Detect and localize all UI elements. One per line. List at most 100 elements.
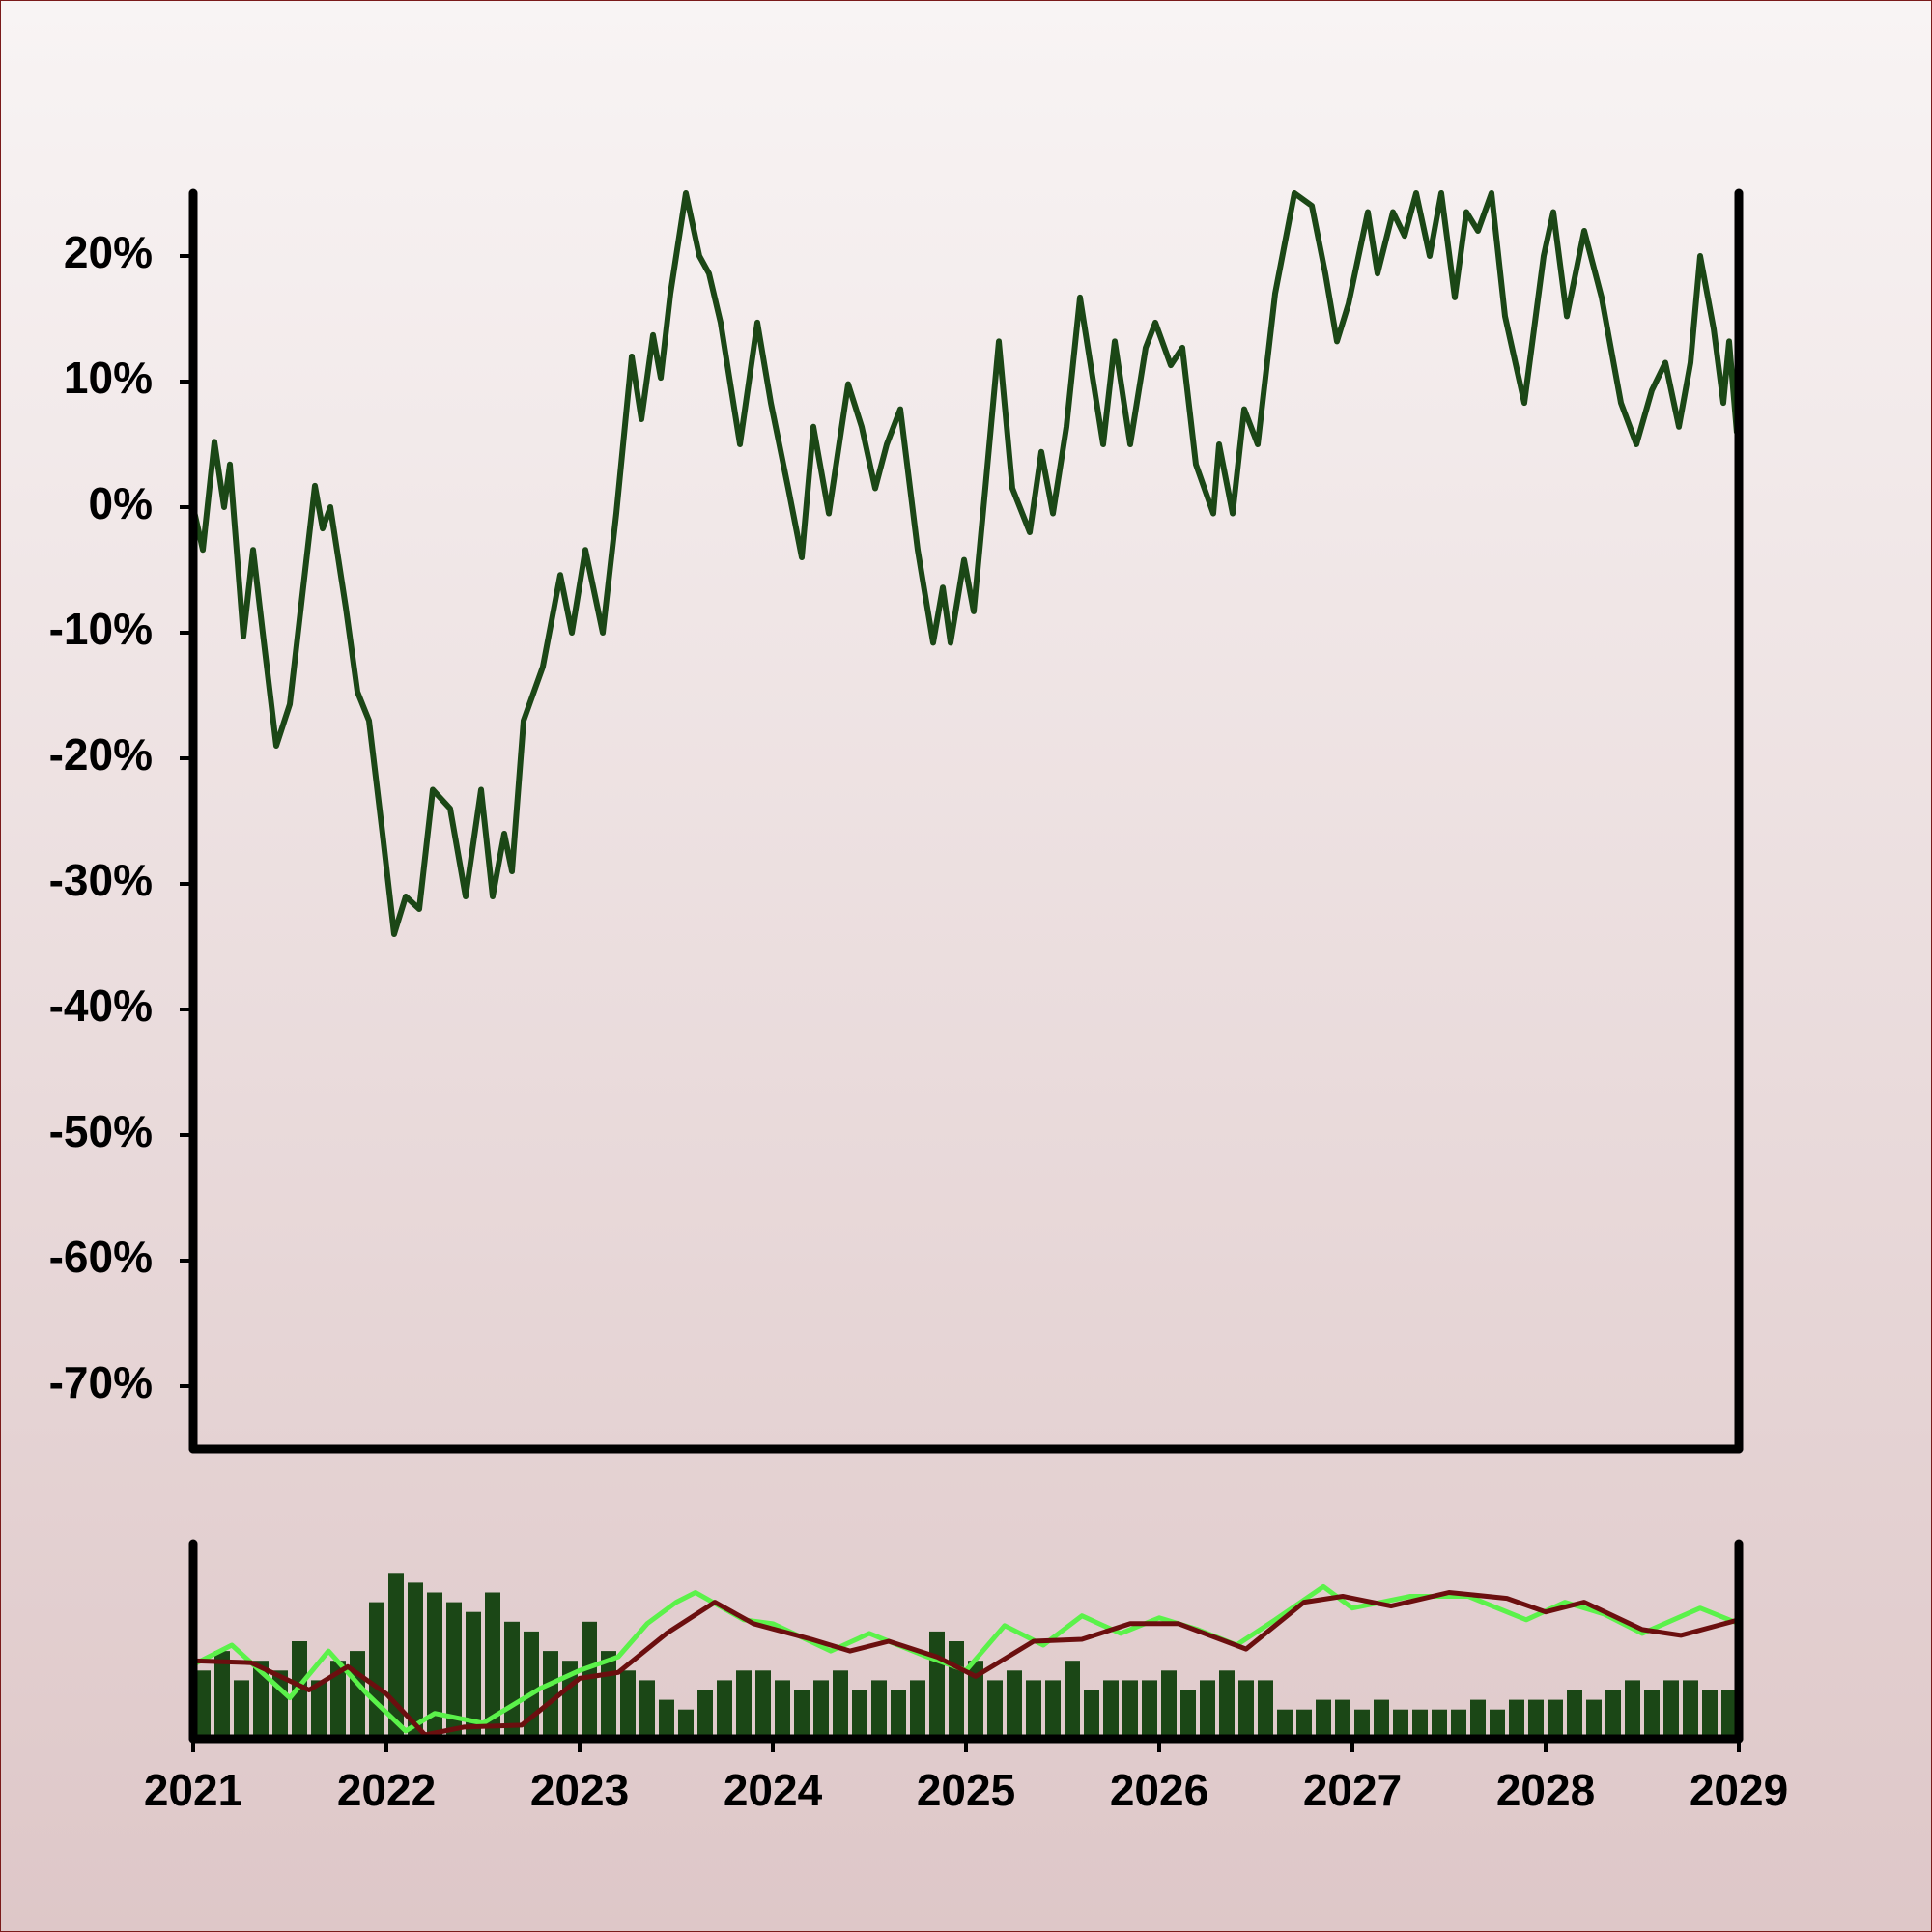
volume-bar	[1528, 1699, 1544, 1739]
volume-bar	[1142, 1680, 1157, 1739]
volume-bar	[717, 1680, 732, 1739]
volume-bar	[427, 1592, 442, 1739]
volume-bar	[1219, 1670, 1235, 1739]
volume-bar	[1026, 1680, 1041, 1739]
volume-bar	[949, 1641, 964, 1739]
volume-bar	[755, 1670, 771, 1739]
volume-bar	[891, 1690, 906, 1739]
x-tick-label: 2028	[1496, 1765, 1595, 1815]
volume-bar	[1316, 1699, 1331, 1739]
y-tick-label: -10%	[49, 604, 153, 654]
volume-bar	[1296, 1709, 1312, 1739]
x-tick-label: 2022	[337, 1765, 436, 1815]
volume-bar	[292, 1641, 307, 1739]
volume-bar	[253, 1661, 269, 1739]
volume-bar	[1007, 1670, 1022, 1739]
volume-bar	[214, 1651, 230, 1739]
volume-bar	[1412, 1709, 1428, 1739]
volume-bar	[1045, 1680, 1061, 1739]
volume-bar	[1277, 1709, 1293, 1739]
volume-bar	[1200, 1680, 1215, 1739]
volume-bar	[1103, 1680, 1119, 1739]
volume-bar	[504, 1621, 520, 1739]
volume-bar	[369, 1602, 384, 1739]
volume-bar	[1180, 1690, 1196, 1739]
volume-bar	[910, 1680, 925, 1739]
volume-bar	[543, 1651, 558, 1739]
y-tick-label: -30%	[49, 855, 153, 905]
volume-bar	[1548, 1699, 1563, 1739]
volume-bar	[987, 1680, 1003, 1739]
price-panel: -70% -60% -50% -40% -30% -20% -10% 0% 10% 20%	[49, 188, 1744, 1454]
volume-bar	[1683, 1680, 1698, 1739]
x-tick-label: 2027	[1303, 1765, 1402, 1815]
volume-bar	[736, 1670, 752, 1739]
x-tick-label: 2026	[1110, 1765, 1208, 1815]
volume-bar	[833, 1670, 848, 1739]
volume-bar	[1509, 1699, 1524, 1739]
volume-bar	[968, 1661, 983, 1739]
volume-bar	[775, 1680, 790, 1739]
y-tick-label: -70%	[49, 1357, 153, 1407]
volume-panel: 2021 2022 2023 2024 2025 2026 2027 2028 2029	[144, 1539, 1788, 1815]
data-line	[192, 1590, 1740, 1738]
volume-bar	[1374, 1699, 1389, 1739]
x-tick-label: 2025	[917, 1765, 1015, 1815]
volume-bar	[794, 1690, 810, 1739]
volume-bar	[1335, 1699, 1350, 1739]
x-tick-label: 2024	[724, 1765, 823, 1815]
y-tick-label: 10%	[64, 353, 153, 403]
y-tick-label: 0%	[89, 478, 153, 528]
volume-bar	[678, 1709, 694, 1739]
volume-bar	[1065, 1661, 1080, 1739]
volume-bar	[1644, 1690, 1660, 1739]
volume-bar	[697, 1690, 713, 1739]
y-tick-label: 20%	[64, 227, 153, 277]
volume-bar	[485, 1592, 500, 1739]
y-tick-label: -20%	[49, 729, 153, 780]
volume-bar	[929, 1631, 945, 1739]
volume-bar	[1490, 1709, 1505, 1739]
volume-bar	[1161, 1670, 1177, 1739]
volume-bar	[446, 1602, 462, 1739]
volume-bar	[466, 1611, 481, 1739]
volume-bar	[234, 1680, 249, 1739]
volume-bar	[1625, 1680, 1640, 1739]
x-tick-label: 2029	[1690, 1765, 1788, 1815]
y-tick-label: -50%	[49, 1106, 153, 1156]
x-tick-label: 2023	[530, 1765, 629, 1815]
y-tick-label: -40%	[49, 980, 153, 1031]
volume-bar	[639, 1680, 655, 1739]
volume-bar	[852, 1690, 867, 1739]
volume-bar	[1393, 1709, 1408, 1739]
volume-bar	[1238, 1680, 1254, 1739]
volume-bar	[1721, 1690, 1737, 1739]
x-tick-label: 2021	[144, 1765, 242, 1815]
volume-bar	[1354, 1709, 1370, 1739]
y-tick-label: -60%	[49, 1232, 153, 1282]
volume-bar	[330, 1661, 346, 1739]
volume-bar	[1258, 1680, 1273, 1739]
volume-bar	[1451, 1709, 1466, 1739]
volume-bar	[408, 1582, 423, 1739]
volume-bar	[1122, 1680, 1138, 1739]
volume-bar	[1586, 1699, 1602, 1739]
volume-bar	[195, 1670, 211, 1739]
volume-bar	[659, 1699, 674, 1739]
volume-bar	[1470, 1699, 1486, 1739]
volume-bar	[813, 1680, 829, 1739]
volume-bar	[1663, 1680, 1679, 1739]
volume-bar	[1702, 1690, 1718, 1739]
volume-bar	[311, 1680, 327, 1739]
volume-bar	[350, 1651, 365, 1739]
volume-bar	[1605, 1690, 1621, 1739]
volume-bar	[1084, 1690, 1099, 1739]
data-line	[190, 190, 1740, 937]
volume-bar	[582, 1621, 597, 1739]
volume-bar	[620, 1670, 636, 1739]
volume-bar	[871, 1680, 887, 1739]
volume-bar	[1567, 1690, 1582, 1739]
volume-bar	[1432, 1709, 1447, 1739]
